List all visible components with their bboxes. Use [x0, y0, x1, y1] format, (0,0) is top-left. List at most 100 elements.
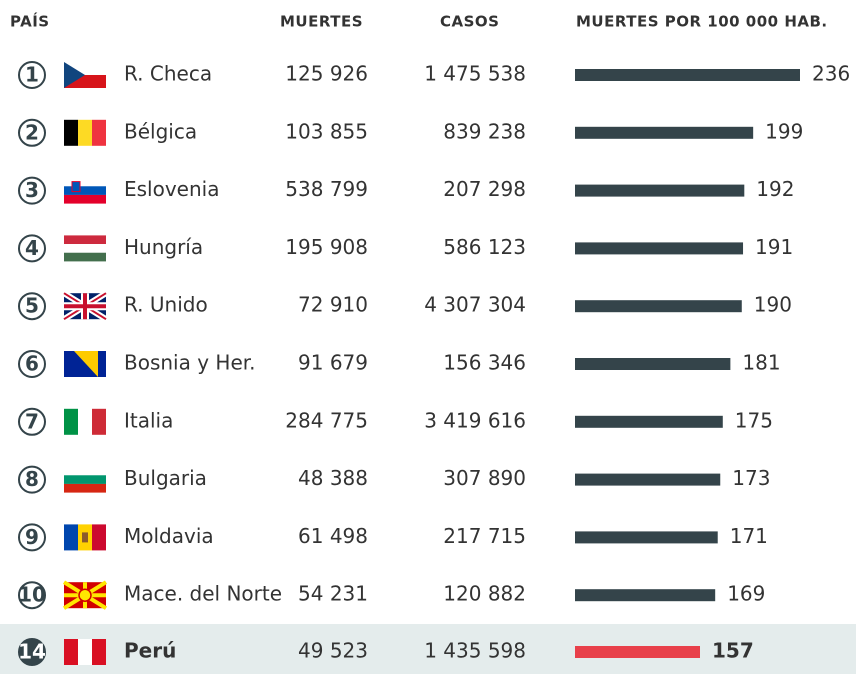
- deaths: 103 855: [285, 119, 368, 143]
- rank-number: 14: [18, 640, 46, 664]
- value-label: 171: [730, 524, 768, 548]
- country: R. Unido: [124, 293, 208, 317]
- rank-badge: [18, 176, 46, 205]
- flag-part: [64, 293, 106, 320]
- header: CASOS: [440, 13, 499, 31]
- cases: 217 715: [443, 524, 526, 548]
- rank-number: 7: [25, 409, 39, 433]
- rank-badge: [18, 638, 46, 666]
- country: Italia: [124, 408, 173, 432]
- flag-part: [64, 466, 106, 476]
- country: Bélgica: [124, 119, 197, 143]
- cases: 839 238: [443, 119, 526, 143]
- cases: 1 475 538: [424, 62, 526, 86]
- deaths: 91 679: [298, 351, 368, 375]
- value-label: 236: [812, 62, 850, 86]
- flag-part: [64, 235, 106, 245]
- deaths: 125 926: [285, 62, 368, 86]
- rank-number: 3: [25, 178, 39, 202]
- flag-part: [78, 639, 92, 665]
- rank-number: 6: [25, 352, 39, 376]
- flag-part: [78, 588, 92, 602]
- flag-part: [92, 639, 106, 665]
- flag-part: [64, 252, 106, 262]
- cases: 307 890: [443, 466, 526, 490]
- rank-badge: [18, 118, 46, 147]
- value-label: 191: [755, 235, 793, 259]
- header: PAÍS: [10, 12, 50, 31]
- country: Mace. del Norte: [124, 582, 282, 606]
- flag-part: [74, 351, 98, 377]
- rank-number: 4: [25, 236, 39, 260]
- flag-part: [64, 119, 78, 146]
- cases: 4 307 304: [424, 293, 526, 317]
- rank-number: 1: [25, 63, 39, 87]
- bar: [575, 473, 721, 486]
- cases: 1 435 598: [424, 639, 526, 663]
- bar: [575, 531, 718, 544]
- country: Eslovenia: [124, 177, 219, 201]
- rank-badge: [18, 581, 46, 610]
- rank-badge: [18, 234, 46, 263]
- value-label: 157: [712, 639, 754, 663]
- flag-part: [92, 524, 106, 551]
- rank-badge: [18, 292, 46, 321]
- deaths: 72 910: [298, 293, 368, 317]
- rank-badge: [18, 61, 46, 89]
- rank-badge: [18, 407, 46, 436]
- bar: [575, 646, 700, 658]
- value-label: 192: [756, 177, 794, 201]
- bar: [575, 589, 716, 602]
- value-label: 173: [732, 466, 770, 490]
- deaths: 48 388: [298, 466, 368, 490]
- flag-part: [92, 119, 106, 146]
- value-label: 190: [754, 293, 792, 317]
- bar: [575, 415, 723, 428]
- header: MUERTES: [280, 13, 363, 31]
- bar: [575, 300, 742, 313]
- flag-part: [64, 194, 106, 204]
- flag-part: [64, 524, 78, 551]
- flag-part: [82, 532, 88, 543]
- bar: [575, 69, 800, 81]
- flag-part: [92, 408, 106, 435]
- flag-part: [78, 408, 92, 435]
- value-label: 175: [735, 408, 773, 432]
- cases: 207 298: [443, 177, 526, 201]
- bar: [575, 126, 754, 139]
- deaths: 284 775: [285, 408, 368, 432]
- flag-part: [64, 244, 106, 253]
- country: Moldavia: [124, 524, 214, 548]
- deaths: 195 908: [285, 235, 368, 259]
- rank-badge: [18, 350, 46, 378]
- country: Bosnia y Her.: [124, 351, 256, 375]
- highlight-row: [0, 624, 856, 674]
- bar: [575, 242, 744, 255]
- flag-part: [64, 483, 106, 493]
- flag-part: [64, 475, 106, 484]
- flag-part: [64, 177, 106, 187]
- rank-number: 8: [25, 467, 39, 491]
- flag-part: [64, 186, 106, 195]
- deaths: 54 231: [298, 582, 368, 606]
- rank-number: 10: [18, 583, 46, 607]
- rank-badge: [18, 523, 46, 552]
- flag-part: [64, 62, 85, 88]
- rank-number: 2: [25, 120, 39, 144]
- value-label: 199: [765, 119, 803, 143]
- bar: [575, 184, 745, 197]
- rank-number: 9: [25, 525, 39, 549]
- country: Bulgaria: [124, 466, 207, 490]
- deaths: 61 498: [298, 524, 368, 548]
- header: MUERTES POR 100 000 HAB.: [576, 13, 828, 31]
- deaths: 49 523: [298, 639, 368, 663]
- rank-badge: [18, 465, 46, 494]
- value-label: 169: [727, 582, 765, 606]
- deaths: 538 799: [285, 177, 368, 201]
- cases: 586 123: [443, 235, 526, 259]
- country: Perú: [124, 639, 176, 663]
- flag-part: [78, 119, 92, 146]
- flag-part: [71, 181, 81, 193]
- country: Hungría: [124, 235, 203, 259]
